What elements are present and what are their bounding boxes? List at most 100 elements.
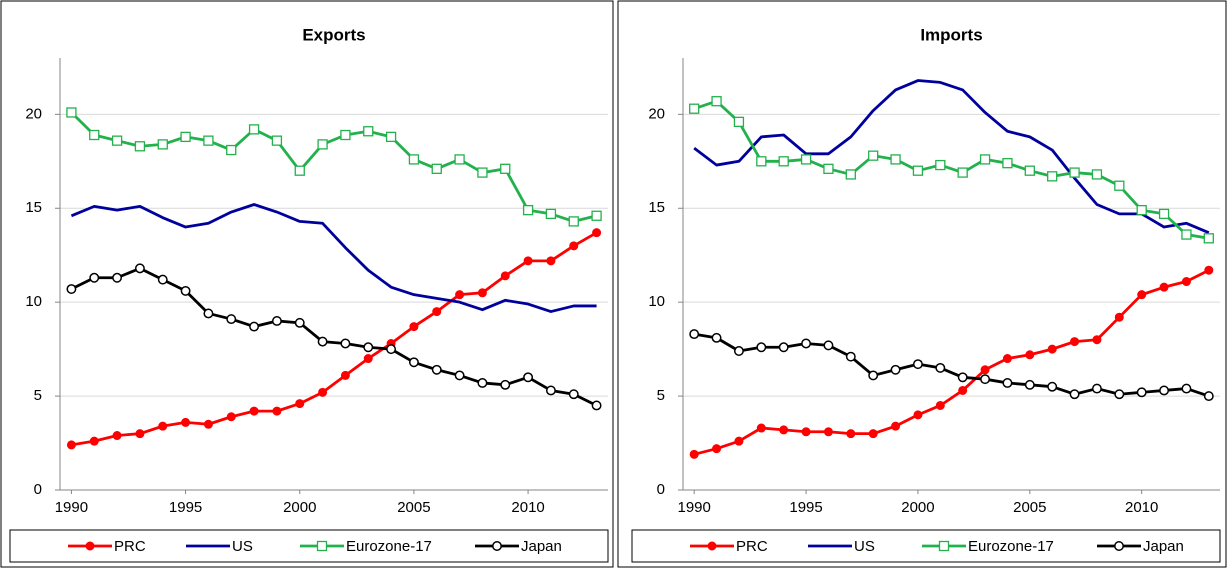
point: [1002, 354, 1012, 364]
y-tick-label: 10: [25, 293, 42, 310]
point: [1158, 208, 1170, 220]
point: [386, 344, 397, 355]
point: [778, 342, 789, 353]
point: [89, 436, 99, 446]
point: [912, 359, 923, 370]
x-tick-label: 1995: [169, 499, 202, 516]
point: [363, 126, 374, 137]
legend-marker: [85, 541, 95, 551]
point: [546, 256, 556, 266]
point: [957, 372, 968, 383]
point: [1047, 171, 1058, 182]
legend-label: US: [232, 538, 253, 555]
point: [935, 362, 946, 373]
point: [568, 389, 579, 400]
point: [66, 440, 76, 450]
point: [203, 135, 214, 146]
point: [180, 131, 191, 143]
y-tick-label: 15: [25, 199, 42, 216]
point: [249, 321, 260, 332]
point: [271, 135, 283, 146]
point: [1181, 277, 1191, 287]
point: [111, 135, 123, 146]
point: [912, 165, 924, 176]
point: [778, 156, 789, 167]
point: [226, 144, 237, 156]
point: [523, 256, 533, 266]
point: [1091, 169, 1103, 180]
point: [477, 167, 488, 178]
point: [500, 163, 511, 174]
point: [363, 342, 374, 353]
point: [1091, 383, 1102, 394]
series-line: [693, 332, 1210, 398]
point: [1047, 381, 1058, 392]
point: [158, 421, 168, 431]
chart-title: Exports: [302, 25, 365, 44]
point: [455, 290, 465, 300]
legend-label: PRC: [736, 538, 768, 555]
x-tick-label: 2005: [1013, 499, 1046, 516]
point: [980, 365, 990, 375]
point: [454, 154, 465, 165]
point: [249, 406, 259, 416]
point: [408, 154, 420, 165]
point: [500, 379, 511, 390]
point: [317, 139, 328, 150]
legend-marker: [316, 540, 328, 552]
legend-marker: [492, 541, 502, 551]
point: [846, 429, 856, 439]
point: [890, 364, 901, 375]
point: [271, 316, 282, 326]
point: [568, 216, 579, 227]
point: [1002, 158, 1013, 169]
point: [823, 163, 834, 174]
point: [711, 96, 722, 107]
point: [801, 427, 811, 437]
legend-label: US: [854, 538, 875, 555]
point: [226, 412, 236, 422]
point: [845, 351, 856, 362]
point: [385, 131, 397, 143]
chart-title: Imports: [920, 25, 982, 44]
point: [756, 423, 766, 433]
point: [1203, 391, 1214, 402]
point: [181, 417, 191, 427]
point: [226, 314, 237, 325]
point: [890, 154, 901, 165]
legend-label: Eurozone-17: [968, 538, 1054, 555]
point: [979, 154, 991, 165]
point: [733, 346, 744, 356]
point: [545, 385, 556, 396]
point: [157, 274, 168, 285]
point: [591, 210, 602, 221]
point: [935, 400, 945, 410]
point: [1092, 335, 1102, 345]
point: [1024, 165, 1035, 176]
point: [112, 272, 123, 283]
point: [1069, 389, 1080, 400]
point: [134, 141, 146, 152]
point: [1136, 387, 1147, 398]
point: [1159, 385, 1170, 396]
point: [823, 427, 833, 437]
point: [800, 154, 812, 165]
point: [318, 387, 328, 397]
point: [294, 317, 305, 328]
point: [1159, 282, 1169, 292]
point: [363, 354, 373, 364]
point: [157, 139, 168, 150]
point: [689, 103, 700, 114]
legend-box: [631, 529, 1221, 563]
point: [1002, 377, 1013, 388]
y-tick-label: 20: [648, 105, 665, 122]
x-tick-label: 2010: [511, 499, 544, 516]
point: [408, 357, 419, 368]
point: [1024, 379, 1035, 390]
legend-box: [9, 529, 609, 563]
panel-border: [0, 0, 614, 568]
series-line: [693, 79, 1210, 234]
point: [317, 336, 328, 347]
point: [477, 377, 488, 388]
